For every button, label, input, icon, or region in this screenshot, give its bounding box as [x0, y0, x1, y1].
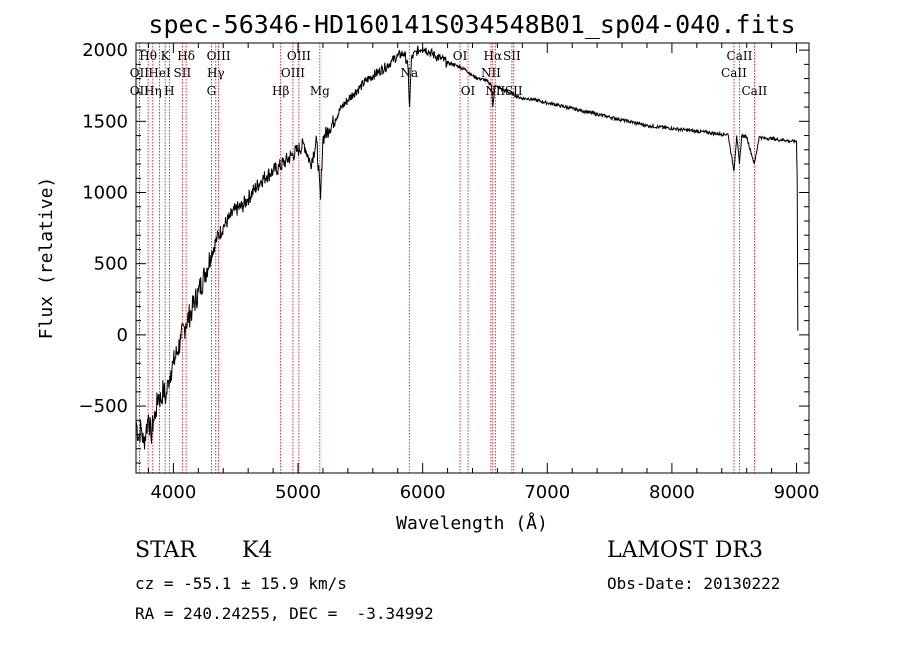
y-tick-label-1500: 1500: [82, 111, 128, 132]
x-tick-label-4000: 4000: [150, 482, 196, 503]
chart-title: spec-56346-HD160141S034548B01_sp04-040.f…: [148, 10, 795, 39]
line-label-15: Mg: [310, 84, 330, 98]
line-label-9: OIII: [207, 49, 231, 63]
spectrum-chart: spec-56346-HD160141S034548B01_sp04-040.f…: [36, 10, 820, 534]
y-tick-label-500: 500: [94, 254, 128, 275]
y-axis-label: Flux (relative): [36, 177, 57, 340]
y-tick-label-2000: 2000: [82, 40, 128, 61]
obs-date: Obs-Date: 20130222: [607, 574, 781, 593]
line-label-0: Hθ: [139, 49, 157, 63]
survey-name: LAMOST DR3: [607, 538, 763, 563]
line-label-26: CaII: [741, 84, 767, 98]
plot-frame: [135, 42, 810, 474]
line-label-8: Hδ: [177, 49, 195, 63]
line-label-3: K: [161, 49, 171, 63]
line-label-23: SII: [505, 84, 523, 98]
x-tick-label-8000: 8000: [649, 482, 695, 503]
line-label-6: SII: [174, 66, 192, 80]
line-label-11: G: [207, 84, 217, 98]
line-label-17: OI: [453, 49, 468, 63]
line-label-13: OIII: [281, 66, 305, 80]
x-tick-label-7000: 7000: [524, 482, 570, 503]
coordinates: RA = 240.24255, DEC = -3.34992: [135, 604, 434, 623]
line-label-5: Hη: [144, 84, 162, 98]
line-label-10: Hγ: [207, 66, 225, 80]
x-tick-label-6000: 6000: [400, 482, 446, 503]
x-tick-label-9000: 9000: [774, 482, 820, 503]
line-label-18: OI: [461, 84, 476, 98]
object-class: STAR: [135, 538, 196, 563]
line-label-24: CaII: [727, 49, 753, 63]
line-label-7: H: [164, 84, 174, 98]
line-label-4: HeI: [148, 66, 171, 80]
line-label-25: CaII: [721, 66, 747, 80]
y-tick-label--500: −500: [79, 396, 128, 417]
line-label-12: OIII: [287, 49, 311, 63]
line-label-2: OII: [130, 84, 150, 98]
line-label-14: Hβ: [272, 84, 289, 98]
spectrum-line: [135, 45, 799, 450]
x-tick-label-5000: 5000: [275, 482, 321, 503]
redshift-cz: cz = -55.1 ± 15.9 km/s: [135, 574, 347, 593]
x-axis-label: Wavelength (Å): [396, 512, 548, 534]
spectral-subclass: K4: [242, 538, 273, 563]
y-tick-label-1000: 1000: [82, 183, 128, 204]
line-label-20: NII: [481, 66, 501, 80]
line-label-19: Hα: [484, 49, 503, 63]
line-label-22: SII: [503, 49, 521, 63]
line-label-16: Na: [400, 66, 418, 80]
y-tick-label-0: 0: [117, 325, 128, 346]
